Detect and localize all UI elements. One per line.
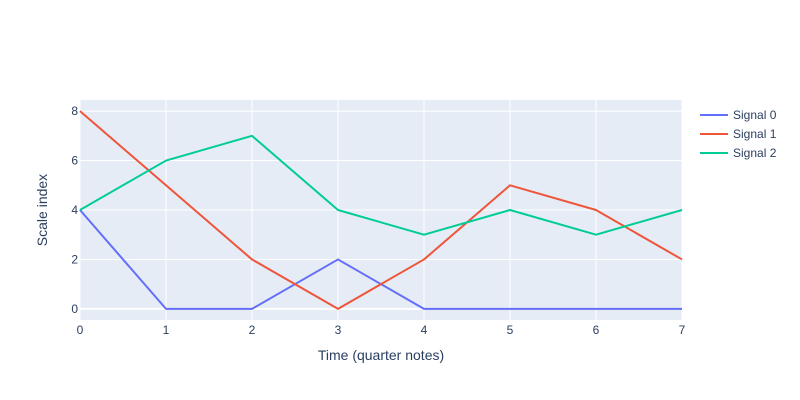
series-line-2 xyxy=(79,134,683,236)
legend-item[interactable]: Signal 0 xyxy=(700,108,777,122)
x-tick-label: 2 xyxy=(249,323,256,337)
x-tick-label: 4 xyxy=(421,323,428,337)
y-tick-label: 0 xyxy=(71,302,78,316)
x-tick-label: 6 xyxy=(593,323,600,337)
legend-label: Signal 2 xyxy=(733,146,777,160)
legend-item[interactable]: Signal 1 xyxy=(700,127,777,141)
y-tick-label: 4 xyxy=(71,203,78,217)
y-axis-title: Scale index xyxy=(34,174,50,246)
legend-label: Signal 0 xyxy=(733,108,777,122)
x-tick-label: 0 xyxy=(77,323,84,337)
x-tick-label: 1 xyxy=(163,323,170,337)
x-tick-label: 3 xyxy=(335,323,342,337)
y-tick-label: 8 xyxy=(71,104,78,118)
legend[interactable]: Signal 0 Signal 1 Signal 2 xyxy=(700,108,777,160)
series-line-1 xyxy=(79,110,683,310)
x-tick-label: 5 xyxy=(507,323,514,337)
y-tick-label: 2 xyxy=(71,252,78,266)
series-lines xyxy=(79,110,683,310)
legend-item[interactable]: Signal 2 xyxy=(700,146,777,160)
x-axis-ticks: 0 1 2 3 4 5 6 7 xyxy=(77,323,686,337)
legend-label: Signal 1 xyxy=(733,127,777,141)
x-axis-title: Time (quarter notes) xyxy=(318,347,444,363)
x-tick-label: 7 xyxy=(679,323,686,337)
y-tick-label: 6 xyxy=(71,154,78,168)
y-axis-ticks: 0 2 4 6 8 xyxy=(71,104,78,316)
